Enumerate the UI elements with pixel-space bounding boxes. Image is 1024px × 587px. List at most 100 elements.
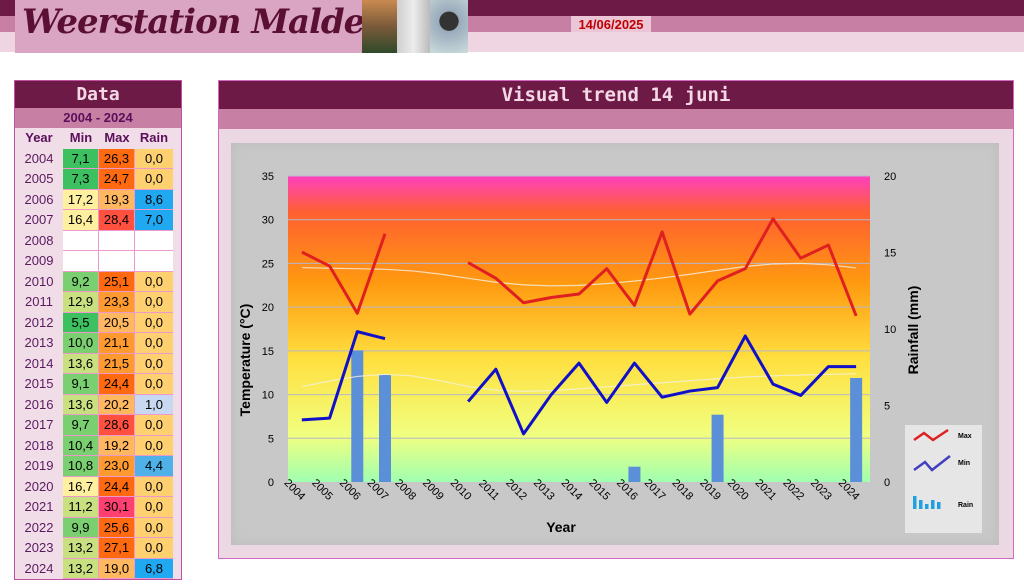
cell-rain: 1,0	[135, 394, 173, 415]
y-tick-label: 30	[262, 215, 274, 227]
y2-tick-label: 5	[884, 401, 890, 413]
table-header: Year Min Max Rain	[15, 128, 181, 149]
y-axis-title: Temperature (°C)	[237, 304, 253, 417]
table-row: 2013 10,0 21,1 0,0	[15, 333, 181, 354]
table-row: 2006 17,2 19,3 8,6	[15, 189, 181, 210]
cell-year: 2018	[24, 437, 54, 453]
cell-rain: 0,0	[135, 271, 173, 292]
legend-label-min: Min	[958, 460, 970, 467]
table-row: 2007 16,4 28,4 7,0	[15, 210, 181, 231]
x-axis-title: Year	[546, 519, 576, 535]
y2-tick-label: 15	[884, 248, 896, 260]
y-tick-label: 20	[262, 302, 274, 314]
cell-min	[63, 251, 99, 272]
cell-max: 21,5	[99, 353, 135, 374]
trendline-min	[301, 373, 857, 392]
cell-year: 2017	[24, 417, 54, 432]
legend-rain-icon	[919, 500, 923, 509]
rain-bar	[628, 466, 641, 482]
table-row: 2009	[15, 251, 181, 272]
cell-year: 2006	[24, 191, 54, 207]
table-period: 2004 - 2024	[15, 108, 181, 128]
rain-bar	[379, 374, 391, 482]
chart-subheader	[219, 109, 1013, 129]
cell-min: 9,9	[63, 517, 99, 538]
cell-rain: 0,0	[135, 148, 173, 169]
table-row: 2020 16,7 24,4 0,0	[15, 476, 181, 497]
cell-max: 20,2	[99, 394, 135, 415]
table-row: 2005 7,3 24,7 0,0	[15, 169, 181, 190]
cell-year: 2011	[25, 294, 53, 309]
y-tick-label: 5	[268, 433, 274, 445]
cell-rain: 0,0	[135, 312, 173, 333]
cell-min: 9,2	[63, 271, 99, 292]
legend-max-icon	[913, 428, 949, 442]
cell-year: 2005	[24, 171, 54, 186]
cell-max: 23,3	[99, 292, 135, 313]
rain-bar	[351, 350, 364, 482]
table-row: 2010 9,2 25,1 0,0	[15, 271, 181, 292]
cell-max: 21,1	[99, 333, 135, 354]
cell-year: 2008	[24, 232, 54, 248]
table-row: 2023 13,2 27,1 0,0	[15, 538, 181, 559]
cell-min: 13,6	[63, 394, 99, 415]
data-table: Data 2004 - 2024 Year Min Max Rain 2004 7…	[14, 80, 182, 580]
cell-year: 2009	[24, 253, 54, 268]
y2-tick-label: 0	[884, 477, 890, 489]
table-row: 2022 9,9 25,6 0,0	[15, 517, 181, 538]
series-line-max	[467, 217, 858, 317]
cell-year: 2021	[24, 499, 54, 514]
table-row: 2021 11,2 30,1 0,0	[15, 497, 181, 518]
table-row: 2015 9,1 24,4 0,0	[15, 374, 181, 395]
cell-min: 10,0	[63, 333, 99, 354]
table-row: 2004 7,1 26,3 0,0	[15, 148, 181, 169]
legend-label-rain: Rain	[958, 502, 973, 509]
cell-year: 2007	[24, 212, 54, 227]
chart-title: Visual trend 14 juni	[219, 81, 1013, 109]
cell-max: 28,4	[99, 210, 135, 231]
series-line-max	[301, 233, 387, 315]
cell-year: 2022	[24, 519, 54, 535]
cell-min: 13,2	[63, 538, 99, 559]
cell-min: 17,2	[63, 189, 99, 210]
header-photos	[362, 0, 468, 53]
y-tick-label: 15	[262, 346, 274, 358]
col-max: Max	[104, 130, 130, 145]
rain-bar	[711, 414, 724, 482]
cell-year: 2020	[24, 478, 54, 494]
cell-year: 2004	[24, 150, 54, 166]
series-line-min	[301, 330, 386, 422]
y-tick-label: 35	[262, 171, 274, 183]
legend-rain-icon	[937, 502, 941, 509]
table-row: 2017 9,7 28,6 0,0	[15, 415, 181, 436]
y-tick-label: 0	[268, 477, 274, 489]
site-title: Weerstation Malderen	[22, 2, 427, 42]
cell-year: 2010	[24, 273, 54, 289]
cell-rain: 6,8	[135, 558, 173, 579]
y2-tick-label: 20	[884, 171, 896, 183]
photo-sunset	[362, 0, 397, 53]
cell-year: 2014	[24, 355, 54, 371]
cell-max: 19,2	[99, 435, 135, 456]
cell-min: 11,2	[63, 497, 99, 518]
cell-min: 7,3	[63, 169, 99, 190]
cell-year: 2023	[24, 540, 54, 555]
table-title: Data	[15, 81, 181, 108]
legend-min-icon	[913, 455, 951, 472]
table-row: 2018 10,4 19,2 0,0	[15, 435, 181, 456]
cell-min: 16,7	[63, 476, 99, 497]
cell-rain	[135, 230, 173, 251]
banner	[15, 0, 362, 53]
cell-rain: 0,0	[135, 435, 173, 456]
cell-max	[99, 251, 135, 272]
col-min: Min	[69, 130, 93, 145]
cell-year: 2019	[24, 458, 54, 473]
y2-axis-title: Rainfall (mm)	[905, 286, 921, 375]
legend-box	[905, 425, 982, 533]
cell-rain: 8,6	[135, 189, 173, 210]
series-line-min	[467, 334, 857, 436]
cell-min: 12,9	[63, 292, 99, 313]
cell-rain: 0,0	[135, 497, 173, 518]
trendline-max	[301, 262, 857, 287]
cell-rain: 0,0	[135, 292, 173, 313]
